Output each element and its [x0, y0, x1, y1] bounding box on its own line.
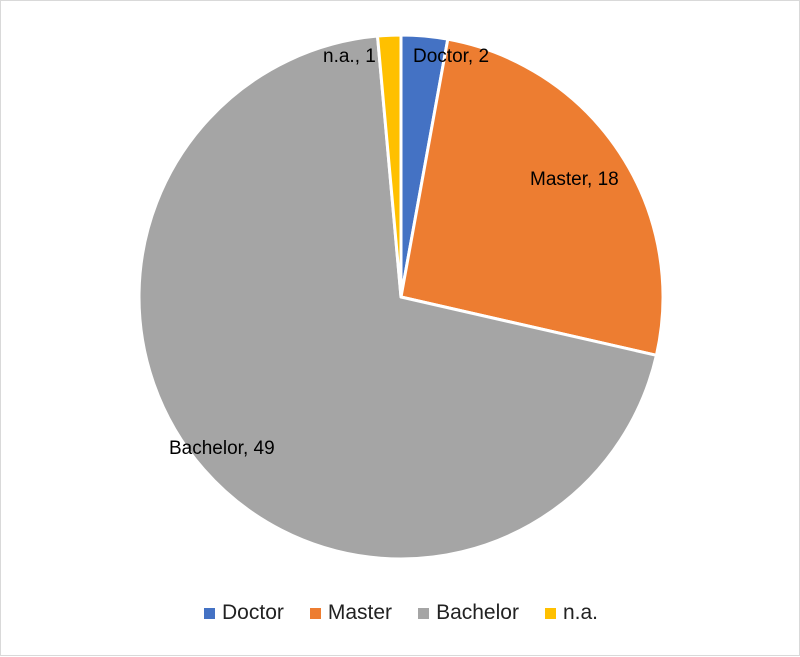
legend-swatch-na — [544, 607, 556, 619]
legend-swatch-bachelor — [418, 607, 430, 619]
data-label-bachelor: Bachelor, 49 — [169, 438, 275, 459]
legend-item-master: Master — [309, 601, 393, 625]
data-label-doctor: Doctor, 2 — [413, 46, 489, 67]
legend-label-master: Master — [327, 601, 393, 624]
legend: Doctor Master Bachelor n.a. — [1, 597, 800, 629]
legend-label-doctor: Doctor — [222, 601, 284, 624]
legend-item-na: n.a. — [544, 601, 598, 625]
pie-slice-na — [376, 33, 403, 299]
data-label-na: n.a., 1 — [323, 46, 376, 67]
legend-swatch-master — [309, 607, 321, 619]
pie-slice-bachelor — [137, 34, 658, 561]
pie-slice-master — [399, 37, 665, 357]
legend-label-na: n.a. — [562, 601, 598, 624]
data-label-master: Master, 18 — [530, 169, 619, 190]
legend-item-bachelor: Bachelor — [418, 601, 519, 625]
legend-item-doctor: Doctor — [204, 601, 284, 625]
legend-swatch-doctor — [204, 607, 216, 619]
legend-label-bachelor: Bachelor — [436, 601, 519, 624]
